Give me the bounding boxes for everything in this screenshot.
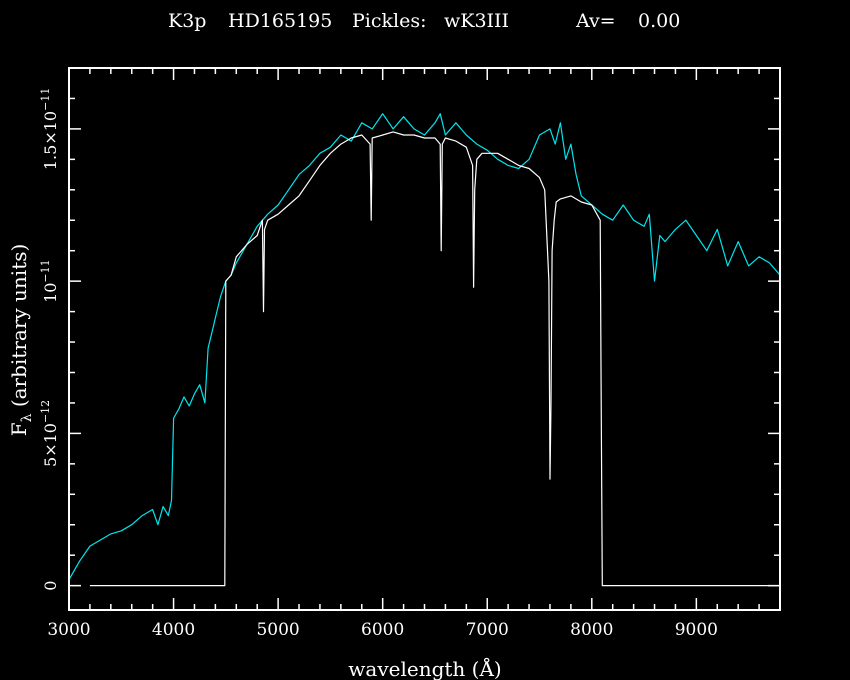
y-tick-label: 5×10−12	[39, 400, 60, 467]
title-pickles-label: Pickles:	[352, 10, 427, 32]
y-tick-label: 0	[41, 581, 60, 591]
x-tick-label: 3000	[47, 620, 90, 640]
title-av-label: Av=	[575, 10, 616, 32]
y-tick-label: 10−11	[39, 259, 60, 303]
observed-spectrum-line	[89, 131, 779, 587]
title-spectral-type: K3p	[168, 10, 206, 32]
y-axis-label-rest: (arbitrary units)	[7, 244, 31, 414]
x-tick-label: 7000	[466, 620, 509, 640]
x-tick-label: 5000	[256, 620, 299, 640]
y-tick-label: 1.5×10−11	[39, 88, 60, 170]
plot-frame	[68, 67, 781, 611]
series-group	[70, 113, 779, 587]
template-spectrum-line	[70, 113, 779, 580]
title-pickles-template: wK3III	[444, 10, 509, 32]
x-tick-label: 6000	[361, 620, 404, 640]
x-tick-label: 4000	[152, 620, 195, 640]
axis-ticks	[68, 67, 781, 610]
y-tick-labels: 0 5×10−12 10−11 1.5×10−11	[39, 88, 60, 591]
title-av-value: 0.00	[638, 10, 680, 32]
y-axis-label: Fλ (arbitrary units)	[7, 244, 35, 437]
y-axis-label-symbol: F	[7, 422, 31, 436]
x-axis-label: wavelength (Å)	[348, 656, 501, 680]
x-tick-label: 8000	[570, 620, 613, 640]
x-tick-labels: 3000 4000 5000 6000 7000 8000 9000	[47, 620, 718, 640]
title-star-id: HD165195	[228, 10, 332, 32]
y-axis-label-subscript: λ	[19, 413, 35, 422]
x-tick-label: 9000	[675, 620, 718, 640]
